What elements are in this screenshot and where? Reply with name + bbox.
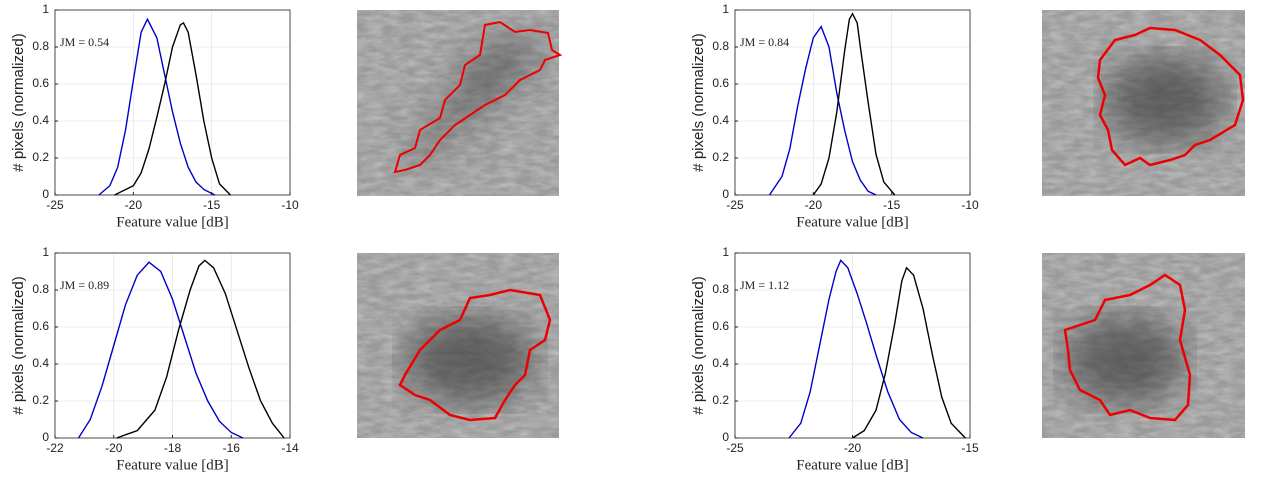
- y-tick-label: 0.2: [712, 393, 729, 407]
- ultrasound-image: [1042, 10, 1245, 196]
- x-tick-label: -16: [223, 441, 241, 455]
- x-tick-label: -15: [203, 198, 221, 212]
- y-tick-label: 1: [722, 245, 729, 259]
- y-axis-label: # pixels (normalized): [690, 276, 707, 414]
- y-tick-label: 0.8: [32, 39, 49, 53]
- y-tick-label: 0.6: [32, 76, 49, 90]
- x-tick-label: -20: [105, 441, 123, 455]
- series-line: [812, 12, 896, 196]
- axes-box: [54, 252, 291, 439]
- x-axis-label: Feature value [dB]: [116, 214, 228, 230]
- series-line: [852, 266, 966, 439]
- y-tick-label: 0.4: [32, 113, 49, 127]
- y-tick-label: 0.2: [712, 150, 729, 164]
- x-tick-label: -20: [805, 198, 823, 212]
- x-axis-label: Feature value [dB]: [116, 457, 228, 473]
- x-tick-label: -10: [961, 198, 979, 212]
- series-line: [768, 25, 877, 196]
- y-tick-label: 1: [42, 245, 49, 259]
- y-tick-label: 0.6: [712, 319, 729, 333]
- x-tick-label: -20: [844, 441, 862, 455]
- annotation: JM = 0.89: [60, 278, 109, 292]
- series-line: [116, 259, 285, 439]
- plot-area: [55, 10, 290, 195]
- y-tick-label: 0.8: [32, 282, 49, 296]
- y-tick-label: 0.4: [712, 356, 729, 370]
- axes-box: [734, 9, 971, 196]
- series-line: [98, 17, 216, 196]
- annotation: JM = 0.84: [740, 35, 789, 49]
- x-tick-label: -22: [46, 441, 64, 455]
- y-tick-label: 0: [722, 187, 729, 201]
- annotation: JM = 1.12: [740, 278, 789, 292]
- x-tick-label: -14: [281, 441, 299, 455]
- x-tick-label: -20: [125, 198, 143, 212]
- x-tick-label: -15: [961, 441, 979, 455]
- y-tick-label: 0.4: [712, 113, 729, 127]
- y-tick-label: 0.6: [32, 319, 49, 333]
- y-tick-label: 0.8: [712, 39, 729, 53]
- ultrasound-image: [1042, 253, 1245, 438]
- y-tick-label: 0: [42, 430, 49, 444]
- y-axis-label: # pixels (normalized): [10, 33, 27, 171]
- y-axis-label: # pixels (normalized): [10, 276, 27, 414]
- ultrasound-image: [357, 253, 559, 438]
- y-tick-label: 0: [722, 430, 729, 444]
- x-axis-label: Feature value [dB]: [796, 214, 908, 230]
- y-axis-label: # pixels (normalized): [690, 33, 707, 171]
- y-tick-label: 0.4: [32, 356, 49, 370]
- x-tick-label: -15: [883, 198, 901, 212]
- series-line: [77, 261, 244, 439]
- y-tick-label: 0: [42, 187, 49, 201]
- x-tick-label: -25: [726, 198, 744, 212]
- series-line: [114, 21, 231, 196]
- y-tick-label: 1: [722, 2, 729, 16]
- x-axis-label: Feature value [dB]: [796, 457, 908, 473]
- x-tick-label: -25: [46, 198, 64, 212]
- series-line: [788, 259, 924, 439]
- y-tick-label: 0.8: [712, 282, 729, 296]
- x-tick-label: -25: [726, 441, 744, 455]
- ultrasound-image: [357, 10, 563, 196]
- plot-area: [735, 10, 970, 195]
- x-tick-label: -10: [281, 198, 299, 212]
- annotation: JM = 0.54: [60, 35, 109, 49]
- y-tick-label: 0.2: [32, 150, 49, 164]
- axes-box: [54, 9, 291, 196]
- y-tick-label: 0.6: [712, 76, 729, 90]
- x-tick-label: -18: [164, 441, 182, 455]
- y-tick-label: 0.2: [32, 393, 49, 407]
- y-tick-label: 1: [42, 2, 49, 16]
